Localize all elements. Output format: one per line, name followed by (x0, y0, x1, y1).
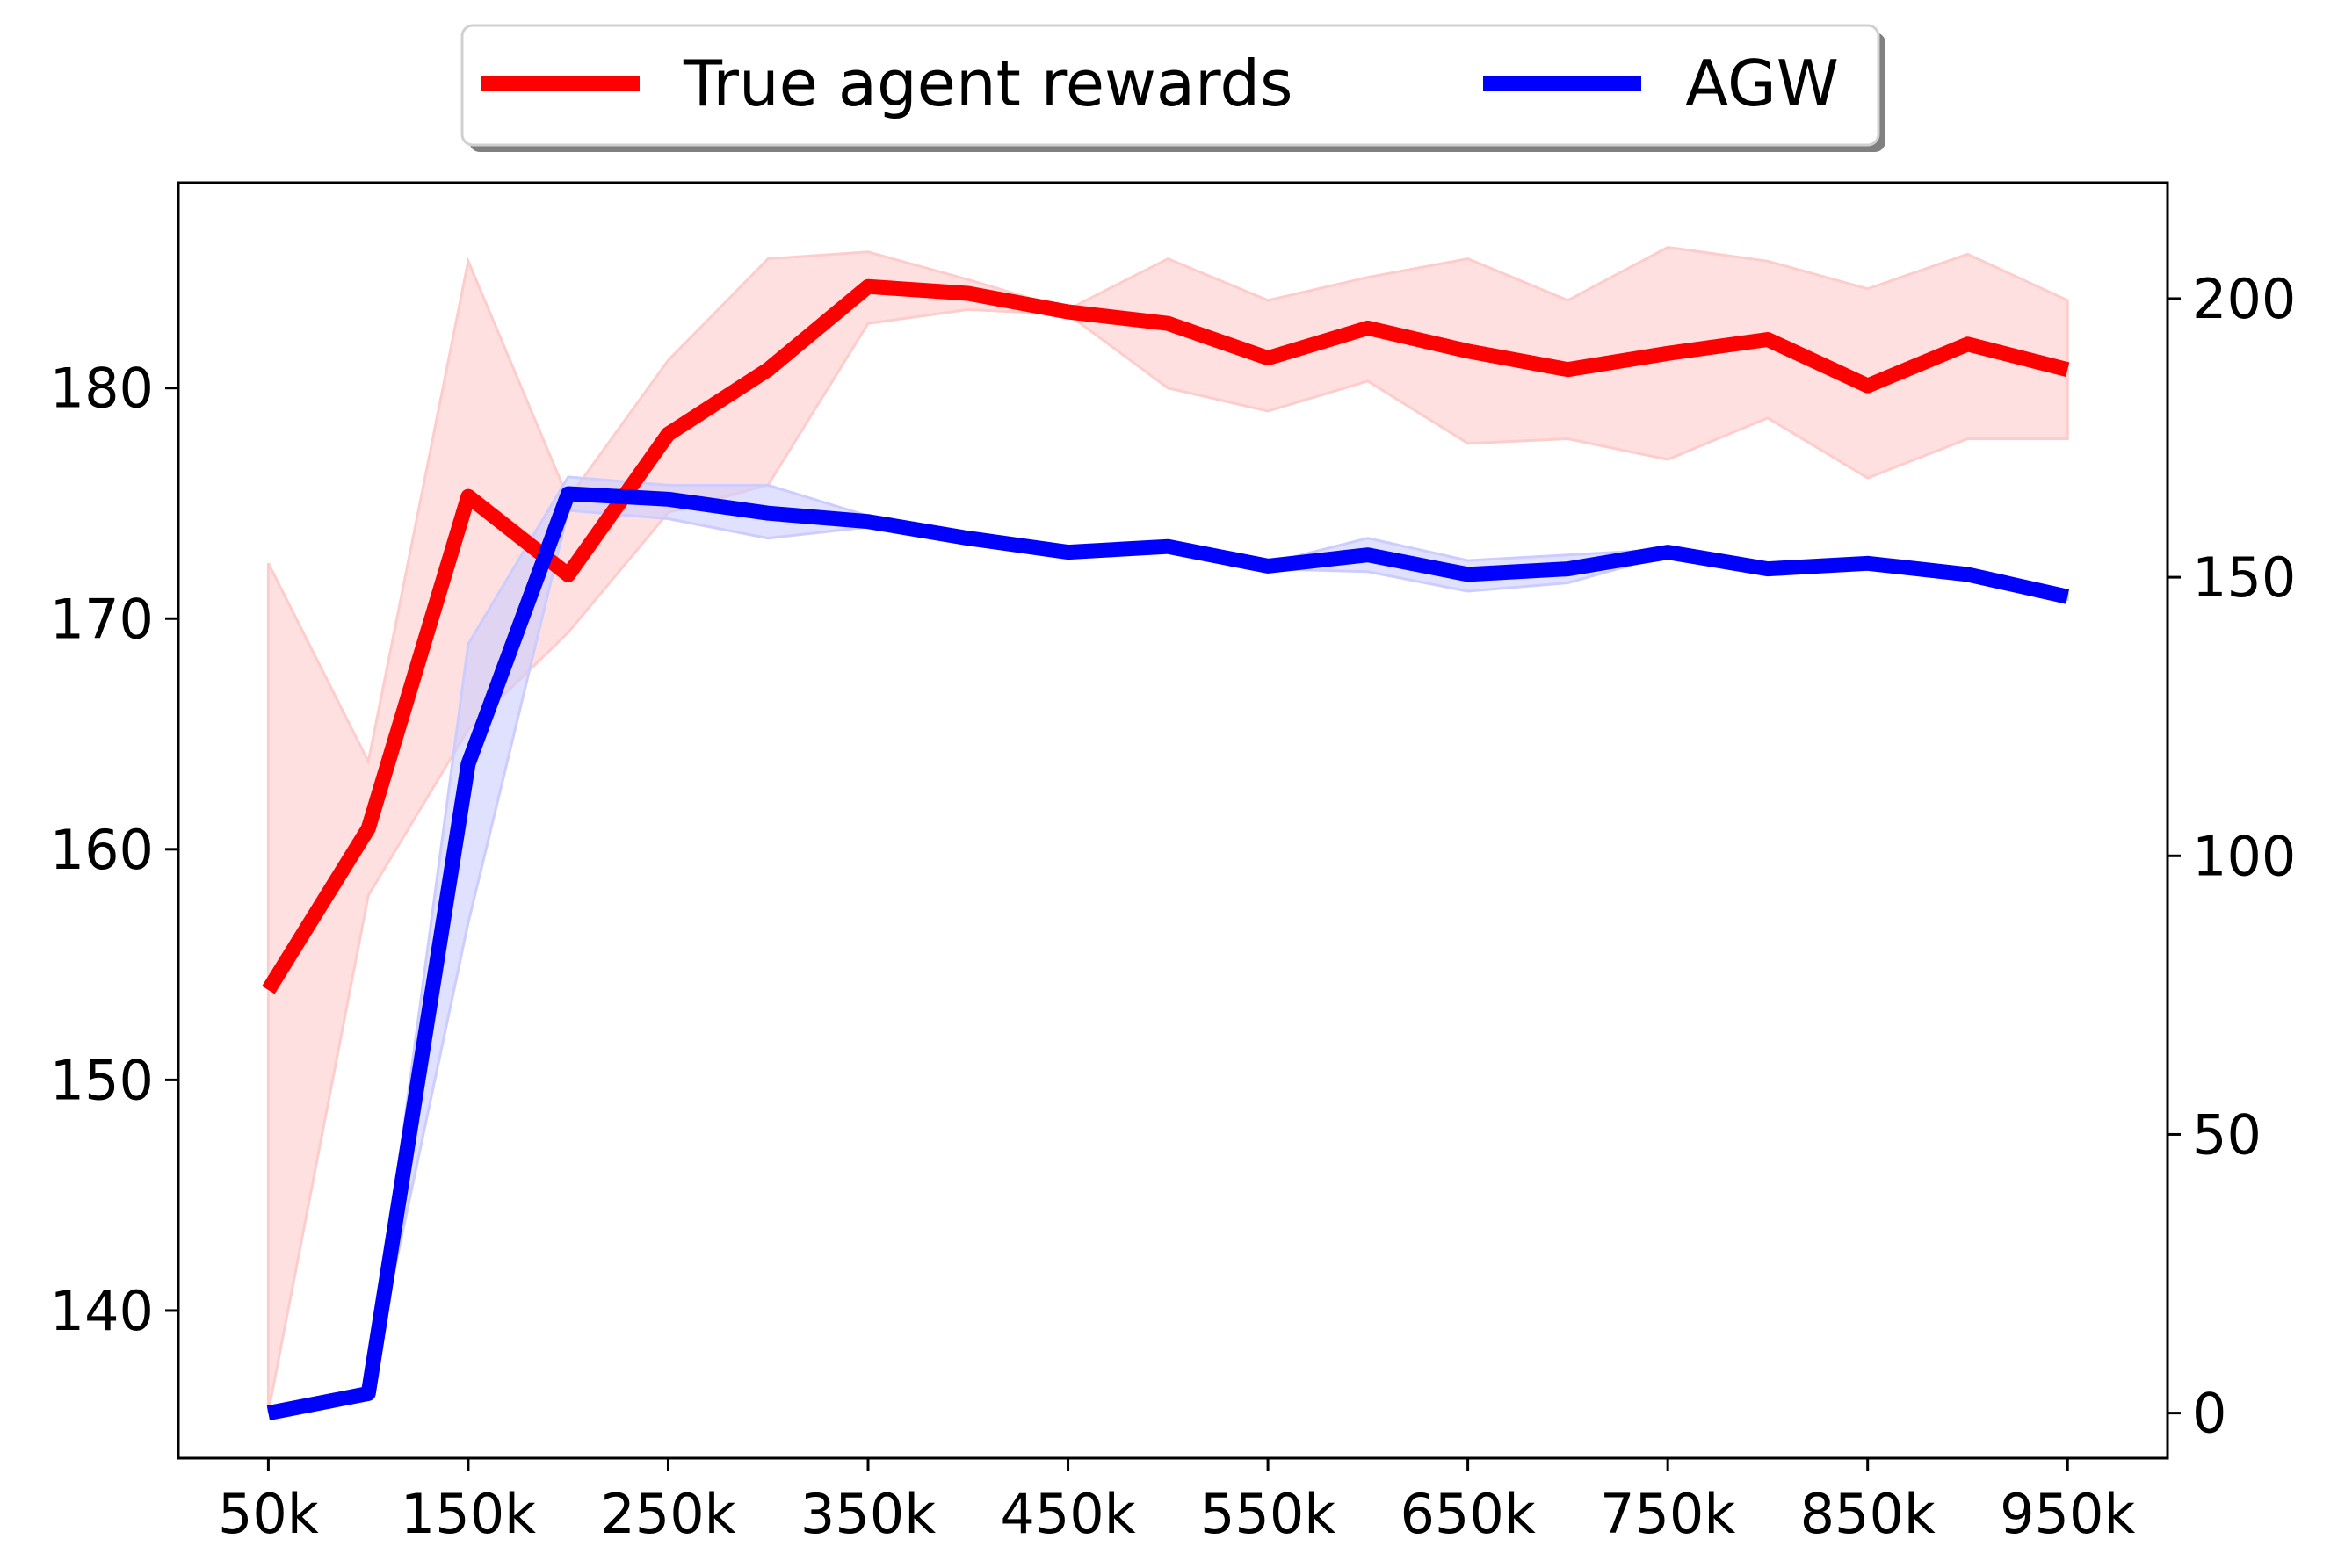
y-right-tick-label: 200 (2192, 267, 2296, 331)
y-right-tick-label: 0 (2192, 1382, 2226, 1446)
x-tick-label: 750k (1600, 1482, 1735, 1546)
y-left-tick-label: 140 (50, 1279, 154, 1343)
y-right-tick-label: 50 (2192, 1102, 2262, 1167)
y-left-tick-label: 150 (50, 1048, 154, 1112)
x-tick-label: 50k (218, 1482, 319, 1546)
plot-frame (177, 181, 2169, 1460)
y-left-tick-label: 160 (50, 818, 154, 882)
series-lines (262, 278, 2070, 1420)
band-true-agent-rewards (266, 245, 2069, 1413)
x-tick-label: 650k (1400, 1482, 1535, 1546)
x-axis: 50k 150k 250k 350k 450k 550k 650k 750k 850k 950k (218, 1458, 2135, 1546)
x-tick-label: 450k (1000, 1482, 1135, 1546)
series-line-true-agent-rewards (262, 278, 2070, 994)
series-line-agw (266, 486, 2070, 1420)
y-left-tick-label: 170 (50, 587, 154, 651)
x-tick-label: 350k (800, 1482, 936, 1546)
legend-box (460, 24, 1880, 147)
legend: True agent rewards AGW (460, 24, 1885, 152)
y-axis-right: 0 50 100 150 200 (2168, 267, 2296, 1446)
x-tick-label: 250k (600, 1482, 735, 1546)
y-axis-left: 140 150 160 170 180 (50, 357, 178, 1343)
confidence-bands (266, 245, 2069, 1415)
x-tick-label: 850k (1800, 1482, 1936, 1546)
x-tick-label: 550k (1200, 1482, 1335, 1546)
x-tick-label: 950k (2000, 1482, 2135, 1546)
legend-label-agw: AGW (1685, 47, 1839, 120)
legend-label-true-agent-rewards: True agent rewards (683, 47, 1293, 120)
band-agw (268, 475, 2069, 1415)
y-right-tick-label: 150 (2192, 546, 2296, 610)
y-right-tick-label: 100 (2192, 824, 2296, 888)
x-tick-label: 150k (401, 1482, 536, 1546)
y-left-tick-label: 180 (50, 357, 154, 421)
